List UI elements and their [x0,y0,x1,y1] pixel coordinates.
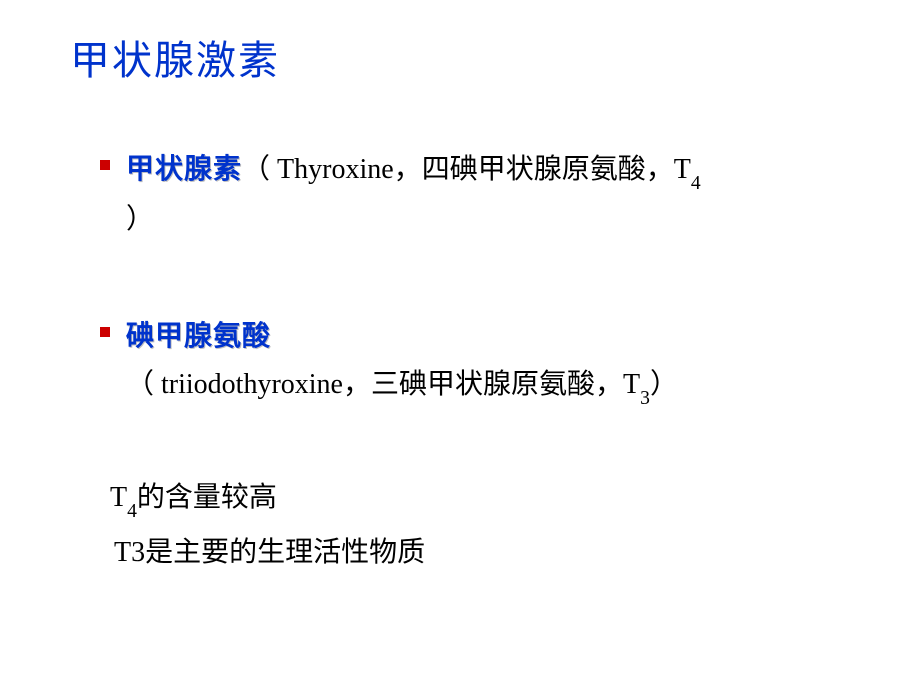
symbol-t: T [623,369,640,400]
separator: ， [343,369,371,400]
slide: 甲状腺激素 甲状腺素（ Thyroxine，四碘甲状腺原氨酸，T4 ） 碘甲腺氨… [0,0,920,690]
notes-block: T4的含量较高 T3是主要的生理活性物质 [110,471,850,579]
slide-title: 甲状腺激素 [70,28,850,86]
term-thyroxine: 甲状腺素 [126,154,242,185]
separator: ， [394,154,422,185]
note-line-2: T3是主要的生理活性物质 [114,526,850,579]
paren-open: （ [242,154,277,185]
symbol-sub-4: 4 [691,173,701,194]
paren-close: ） [650,369,678,400]
term-triiodo: 碘甲腺氨酸 [126,321,271,352]
paren-close-line: ） [126,196,850,244]
latin-thyroxine: Thyroxine [277,154,394,185]
symbol-t: T [674,154,691,185]
bullet-text: 甲状腺素（ Thyroxine，四碘甲状腺原氨酸，T4 [126,146,701,196]
cn-desc: 三碘甲状腺原氨酸， [371,369,623,400]
note1-pre: T [110,482,127,513]
bullet-item-2: 碘甲腺氨酸 （ triiodothyroxine，三碘甲状腺原氨酸，T3） [70,313,850,410]
detail-line: （ triiodothyroxine，三碘甲状腺原氨酸，T3） [126,361,850,411]
cn-desc: 四碘甲状腺原氨酸， [422,154,674,185]
bullet-text: 碘甲腺氨酸 [126,313,271,361]
note-line-1: T4的含量较高 [110,471,850,526]
latin-triiodo: triiodothyroxine [161,369,343,400]
bullet-row: 甲状腺素（ Thyroxine，四碘甲状腺原氨酸，T4 [100,146,850,196]
note1-post: 的含量较高 [137,482,277,513]
bullet-item-1: 甲状腺素（ Thyroxine，四碘甲状腺原氨酸，T4 ） [70,146,850,243]
square-bullet-icon [100,160,110,170]
square-bullet-icon [100,327,110,337]
paren-open: （ [126,369,161,400]
note1-sub: 4 [127,501,137,522]
symbol-sub-3: 3 [640,388,650,409]
bullet-row: 碘甲腺氨酸 [100,313,850,361]
